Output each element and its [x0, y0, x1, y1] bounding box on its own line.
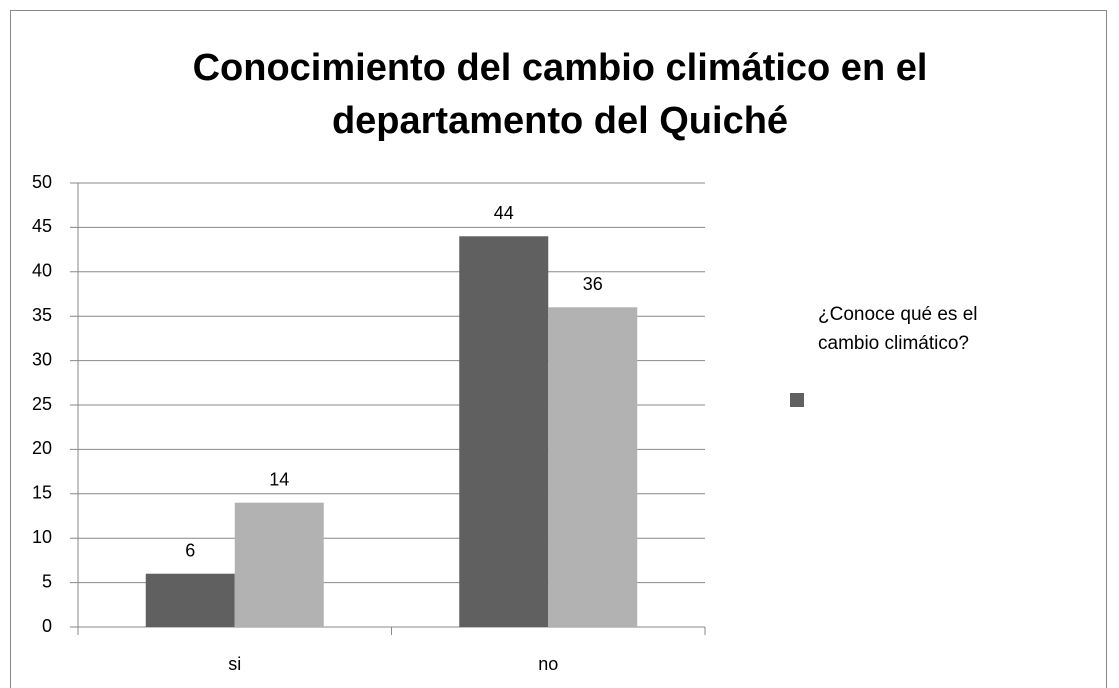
y-tick-label: 40: [32, 261, 52, 281]
y-tick-label: 5: [42, 571, 52, 591]
y-tick-label: 50: [32, 172, 52, 192]
data-label: 6: [185, 540, 195, 560]
chart-frame: [10, 10, 1107, 688]
legend-swatch: [790, 393, 804, 407]
bar: [459, 236, 549, 627]
legend-label: ¿Conoce qué es el cambio climático?: [818, 304, 978, 354]
data-label: 44: [494, 203, 514, 223]
bar: [548, 307, 638, 627]
y-tick-label: 15: [32, 483, 52, 503]
y-tick-label: 35: [32, 305, 52, 325]
y-tick-label: 10: [32, 527, 52, 547]
bar: [145, 573, 235, 627]
y-tick-label: 30: [32, 349, 52, 369]
y-tick-label: 0: [42, 616, 52, 636]
y-tick-label: 25: [32, 394, 52, 414]
y-tick-label: 45: [32, 216, 52, 236]
bar: [234, 502, 324, 627]
chart-title: Conocimiento del cambio climático en el …: [192, 47, 928, 142]
y-tick-label: 20: [32, 438, 52, 458]
x-tick-label: si: [228, 654, 241, 674]
data-label: 36: [583, 274, 603, 294]
x-tick-label: no: [538, 654, 558, 674]
data-label: 14: [269, 469, 289, 489]
